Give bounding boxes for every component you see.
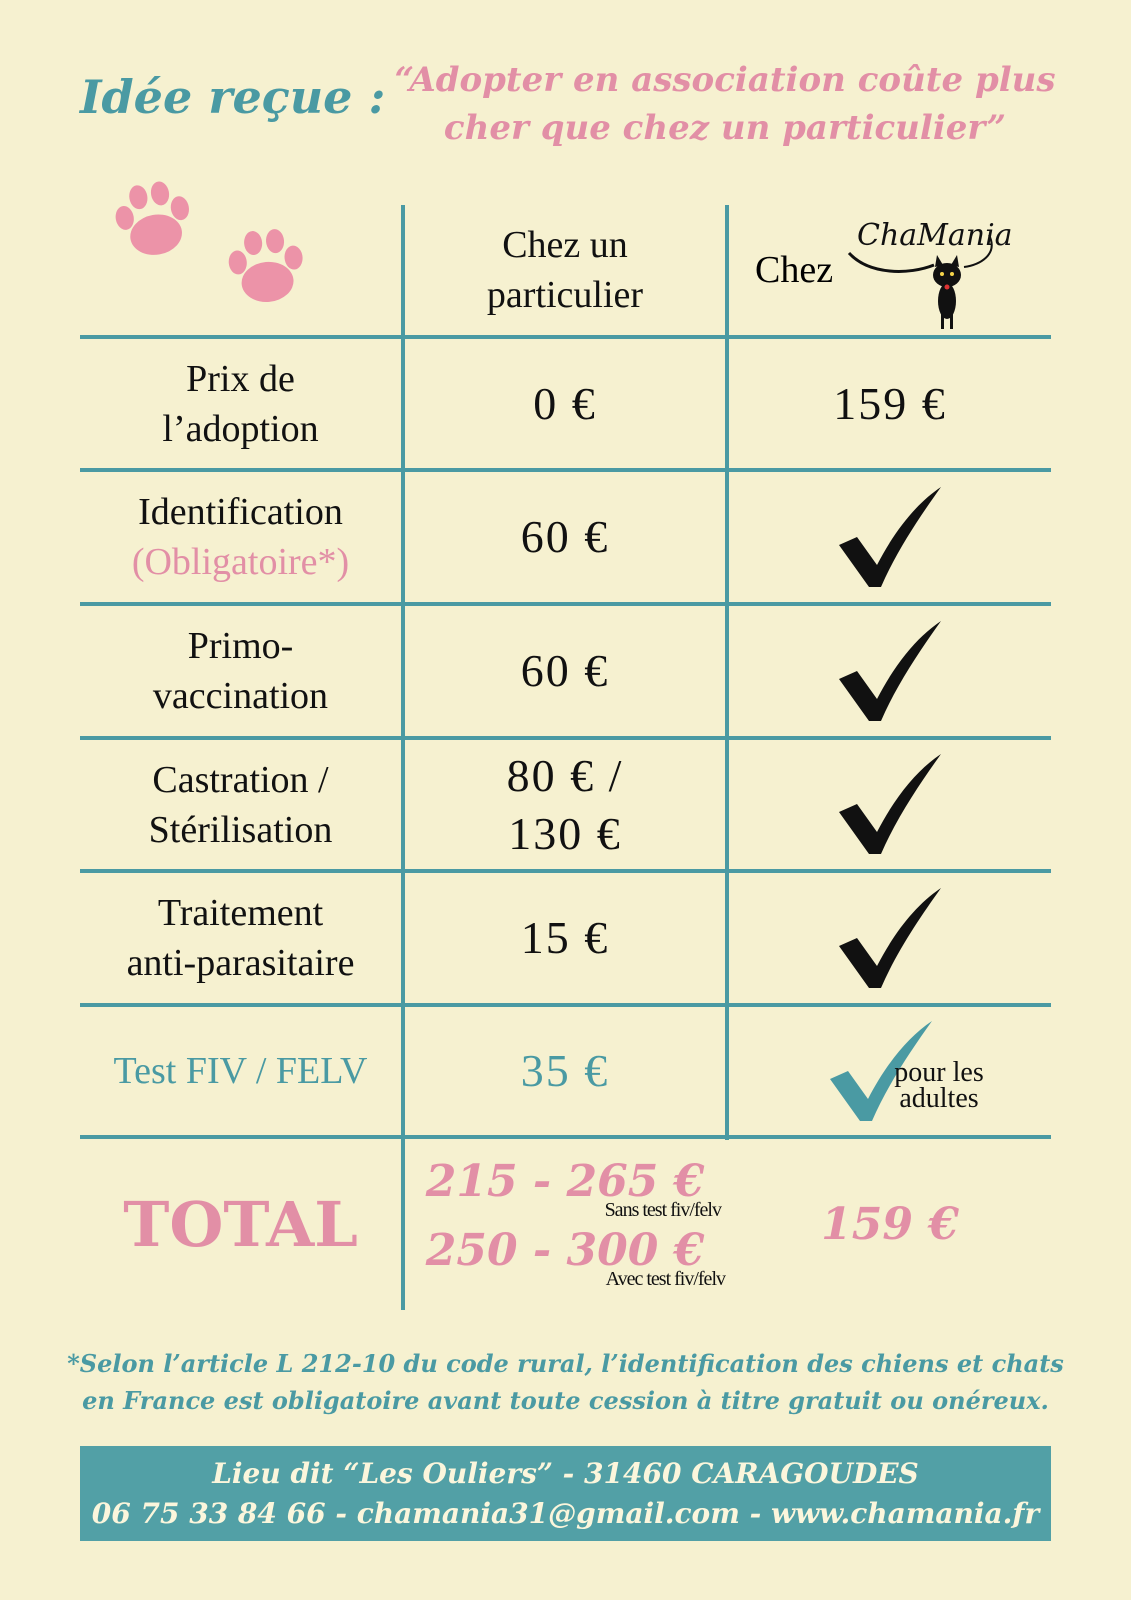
- row-fiv-label: Test FIV / FELV: [113, 1050, 368, 1092]
- header-chamania: Chez ChaMania: [755, 205, 1051, 335]
- row-divider: [80, 1135, 1051, 1139]
- cat-logo-icon: ChaMania: [847, 218, 1013, 329]
- row-antiparasitaire-chamania: [729, 873, 1051, 1003]
- row-sterilisation-label: Castration / Stérilisation: [148, 758, 333, 851]
- row-prix-label: Prix de l’adoption: [162, 357, 319, 450]
- total-range-1-note: Sans test fiv/felv: [604, 1198, 722, 1221]
- total-range-2-note: Avec test fiv/felv: [605, 1267, 726, 1290]
- row-divider: [80, 468, 1051, 472]
- row-identification-label: Identification (Obligatoire*): [131, 491, 350, 583]
- row-divider: [80, 1003, 1051, 1007]
- column-divider-1: [401, 205, 405, 1310]
- paw-icon: [115, 181, 303, 302]
- total-chamania: 159 €: [821, 1198, 959, 1250]
- row-vaccination-label: Primo- vaccination: [152, 625, 329, 717]
- check-icon: [839, 754, 941, 854]
- column-divider-2: [725, 205, 729, 1140]
- contact-footer: Lieu dit “Les Ouliers” - 31460 CARAGOUDE…: [80, 1446, 1051, 1541]
- quote: “Adopter en association coûte plus cher …: [375, 56, 1075, 152]
- total-label: TOTAL: [123, 1188, 358, 1261]
- row-prix-chamania: 159 €: [833, 377, 947, 429]
- row-sterilisation-particulier: 80 € / 130 €: [506, 749, 624, 859]
- row-vaccination-particulier: 60 €: [520, 645, 610, 696]
- row-vaccination-chamania: [729, 606, 1051, 736]
- comparison-table: Chez un particulier Chez ChaMania Prix d…: [80, 205, 1051, 1310]
- check-icon: [839, 887, 941, 988]
- contact-line[interactable]: 06 75 33 84 66 - chamania31@gmail.com - …: [91, 1496, 1040, 1530]
- fiv-note: pour les adultes: [894, 1057, 984, 1114]
- row-divider: [80, 602, 1051, 606]
- check-icon: [839, 486, 941, 587]
- row-divider: [80, 736, 1051, 740]
- total-particulier: 215 - 265 € Sans test fiv/felv 250 - 300…: [405, 1139, 726, 1310]
- header-particulier: Chez un particulier: [486, 224, 644, 316]
- footnote: *Selon l’article L 212-10 du code rural,…: [67, 1349, 1064, 1415]
- row-identification-chamania: [729, 472, 1051, 602]
- row-sterilisation-chamania: [729, 740, 1051, 869]
- row-fiv-chamania: pour les adultes: [729, 1007, 1051, 1135]
- row-fiv-particulier: 35 €: [520, 1045, 610, 1096]
- logo-text: ChaMania: [857, 218, 1013, 253]
- row-antiparasitaire-particulier: 15 €: [520, 912, 610, 963]
- row-divider: [80, 335, 1051, 339]
- check-icon: [830, 1020, 933, 1121]
- idee-recue-title: Idée reçue :: [80, 70, 386, 124]
- total-range-1: 215 - 265 €: [425, 1155, 705, 1207]
- header: Idée reçue : “Adopter en association coû…: [0, 0, 1131, 170]
- row-divider: [80, 869, 1051, 873]
- address: Lieu dit “Les Ouliers” - 31460 CARAGOUDE…: [212, 1456, 919, 1490]
- chez-label: Chez: [755, 249, 834, 291]
- quote-line-1: “Adopter en association coûte plus: [394, 60, 1056, 100]
- quote-line-2: cher que chez un particulier”: [443, 108, 1007, 148]
- check-icon: [839, 620, 941, 721]
- row-prix-particulier: 0 €: [533, 377, 597, 429]
- row-identification-particulier: 60 €: [520, 511, 610, 562]
- row-antiparasitaire-label: Traitement anti-parasitaire: [126, 892, 355, 984]
- total-range-2: 250 - 300 €: [425, 1224, 705, 1276]
